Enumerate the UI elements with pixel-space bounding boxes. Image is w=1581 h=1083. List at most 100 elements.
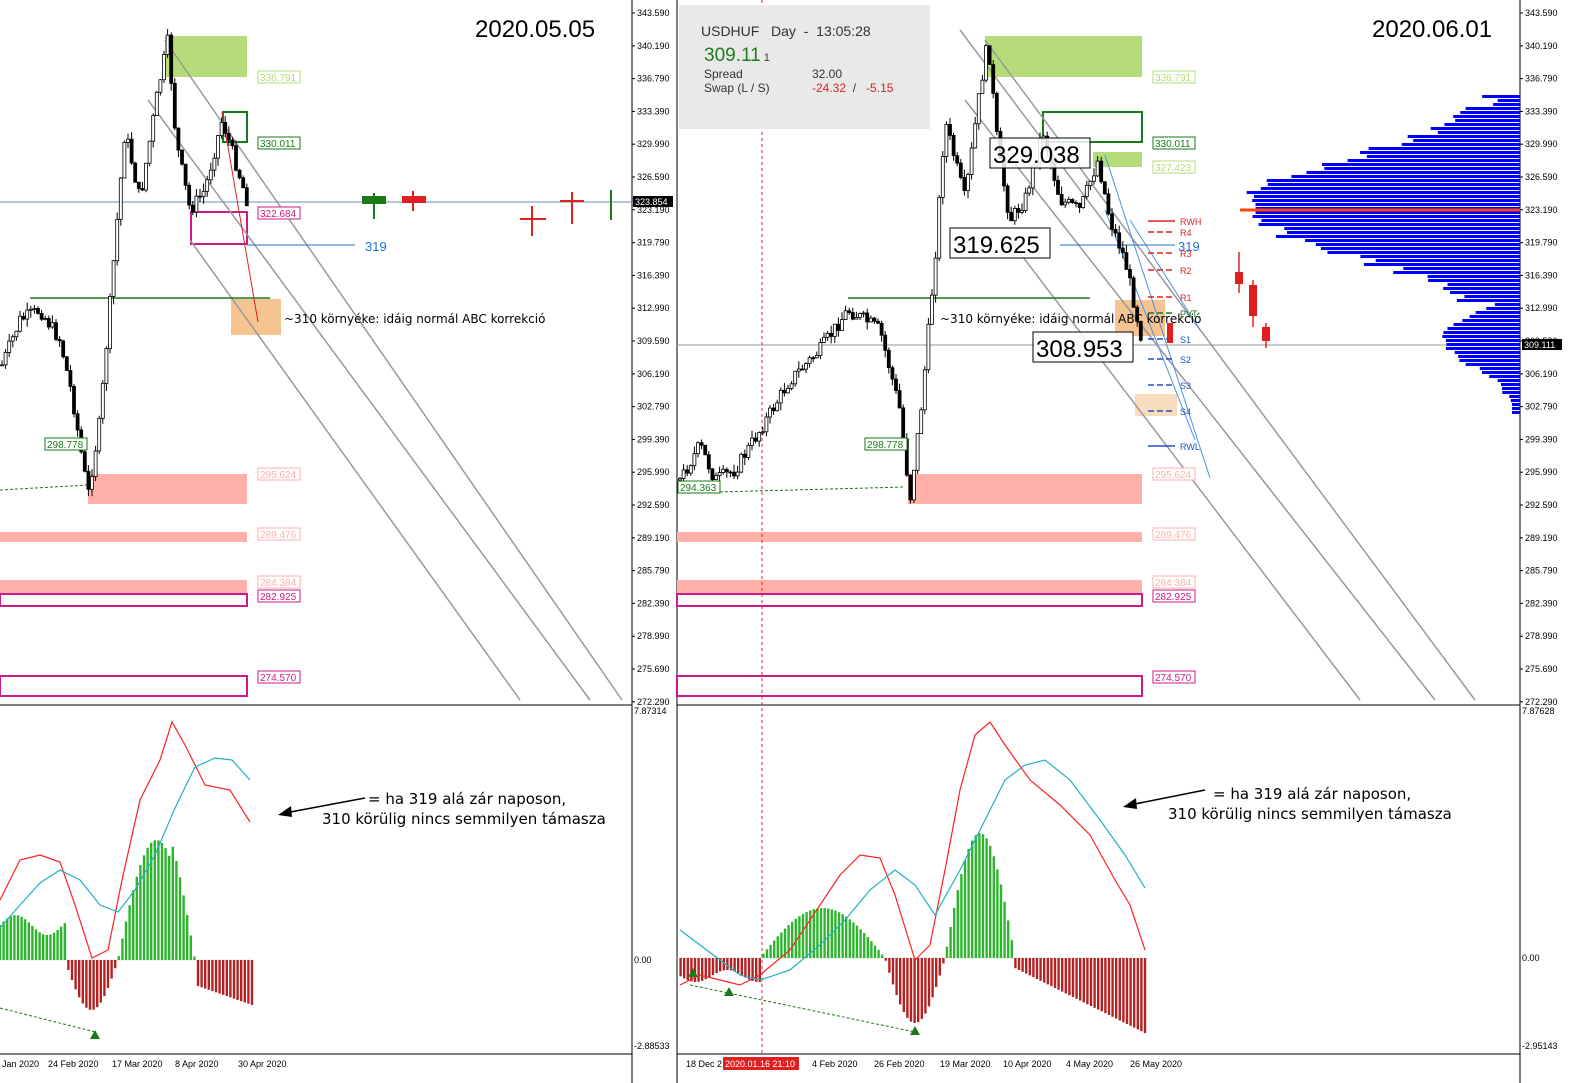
histogram-bar: [74, 960, 77, 990]
histogram-bar: [909, 958, 913, 1022]
histogram-bar: [985, 838, 988, 958]
volume-bar: [1413, 139, 1520, 142]
histogram-bar: [884, 958, 887, 961]
candle-body: [190, 204, 195, 213]
histogram-bar: [1010, 940, 1013, 958]
histogram-bar: [776, 936, 779, 958]
candle-body: [90, 476, 94, 490]
candle-body: [1027, 187, 1032, 194]
histogram-bar: [96, 960, 99, 1008]
histogram-bar: [56, 929, 59, 960]
symbol-info-box: USDHUF Day - 13:05:28 309.11 1 Spread 32.…: [679, 5, 930, 129]
candle-body: [782, 389, 787, 394]
candle-body: [147, 140, 152, 164]
candle-body: [850, 312, 855, 320]
histogram-bar: [88, 960, 92, 1010]
volume-bar: [1324, 167, 1520, 170]
candle-body: [937, 197, 942, 259]
volume-bar: [1255, 211, 1520, 214]
histogram-bar: [956, 890, 959, 958]
candle-body: [973, 123, 978, 149]
volume-bar: [1475, 311, 1520, 314]
histogram-bar: [1003, 901, 1006, 958]
candle-body: [1128, 269, 1132, 279]
volume-bar: [1260, 187, 1520, 190]
pivot-label-rwl: RWL: [1180, 442, 1200, 452]
left-date-axis: Jan 2020 24 Feb 2020 17 Mar 2020 8 Apr 2…: [2, 1059, 287, 1069]
demand-zone: [88, 474, 247, 504]
swap-values: -24.32 / -5.15: [812, 81, 894, 95]
candle-body: [158, 79, 163, 93]
histogram-bar: [135, 876, 138, 960]
candle-body: [872, 317, 877, 322]
volume-bar: [1442, 335, 1520, 338]
price-tick: 312.990: [1525, 303, 1558, 313]
histogram-bar: [222, 960, 225, 995]
volume-bar: [1437, 131, 1520, 134]
up-arrow-icon: [724, 987, 734, 996]
candle-body: [868, 317, 873, 323]
price-tick: 343.590: [637, 8, 670, 18]
histogram-bar: [1007, 920, 1010, 958]
candle-body: [919, 409, 924, 435]
candle-body: [908, 474, 913, 501]
candle-body: [962, 177, 967, 192]
candle-body: [1070, 199, 1075, 203]
price-tick: 333.390: [1525, 106, 1558, 116]
volume-bar: [1393, 271, 1520, 274]
price-tick: 302.790: [637, 402, 670, 412]
candle-body: [64, 356, 69, 371]
candle-body: [162, 54, 166, 81]
histogram-bar: [139, 864, 142, 960]
up-arrow-icon: [910, 1026, 920, 1035]
candle-body: [39, 313, 44, 320]
swap-label: Swap (L / S): [704, 81, 770, 95]
price-tick: 306.190: [637, 369, 670, 379]
demand-zone-3: [677, 580, 1142, 593]
histogram-bar: [780, 932, 783, 958]
histogram-bar: [711, 958, 715, 976]
price-tick: 343.590: [1525, 8, 1558, 18]
price-tick: 336.790: [637, 74, 670, 84]
histogram-bar: [232, 960, 236, 999]
right-osc-note: = ha 319 alá zár naposon, 310 körülig ni…: [1123, 785, 1452, 823]
candle-body: [28, 308, 33, 311]
histogram-bar: [1035, 958, 1039, 979]
price-tick: 282.390: [1525, 598, 1558, 608]
candle-body: [208, 169, 213, 181]
histogram-bar: [1118, 958, 1121, 1021]
histogram-bar: [931, 958, 934, 998]
candle-body: [991, 64, 996, 94]
candle-body: [948, 123, 952, 136]
candle-body: [681, 469, 686, 479]
candle-body: [172, 82, 177, 129]
candle-body: [836, 323, 841, 332]
histogram-bar: [924, 958, 927, 1014]
candle-body: [104, 348, 109, 384]
date-tick: Jan 2020: [2, 1059, 39, 1069]
candle-body: [940, 156, 945, 198]
level-label: 289.476: [1155, 530, 1192, 541]
price-tick: 285.790: [1525, 566, 1558, 576]
histogram-bar: [913, 958, 916, 1023]
candle-body: [223, 122, 228, 134]
volume-bar: [1453, 323, 1520, 326]
candle-body: [829, 332, 834, 337]
candle-body: [699, 442, 704, 446]
volume-bar: [1322, 163, 1520, 166]
candle-body: [760, 431, 765, 434]
histogram-bar: [211, 960, 214, 992]
histogram-bar: [701, 958, 704, 981]
candle-body: [176, 127, 181, 151]
histogram-bar: [683, 958, 686, 979]
volume-bar: [1428, 279, 1520, 282]
volume-bar: [1443, 331, 1520, 334]
price-tick: 306.190: [1525, 369, 1558, 379]
volume-bar: [1447, 327, 1520, 330]
histogram-bar: [801, 913, 805, 958]
candle-body: [732, 471, 736, 477]
volume-bar: [1497, 99, 1520, 102]
volume-bar: [1494, 303, 1520, 306]
volume-bar: [1443, 287, 1520, 290]
candle-body: [811, 357, 816, 360]
